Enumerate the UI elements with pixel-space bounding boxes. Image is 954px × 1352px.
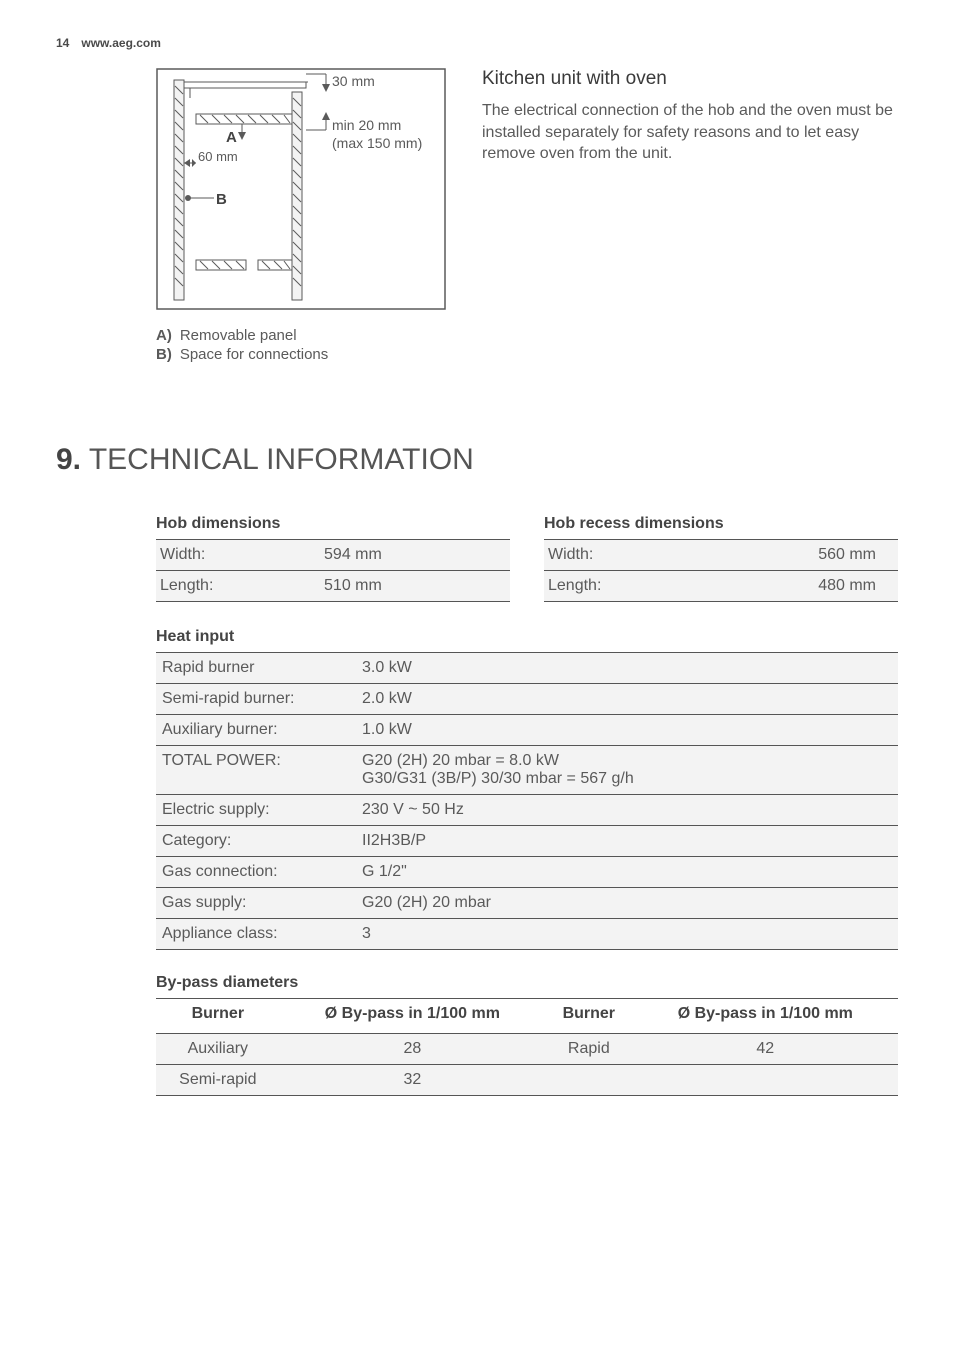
- cell-value: 594 mm: [264, 540, 510, 571]
- dim-60mm: 60 mm: [198, 149, 238, 164]
- chapter-number: 9.: [56, 443, 81, 476]
- cell-value: 1.0 kW: [356, 715, 898, 746]
- kitchen-unit-heading: Kitchen unit with oven: [482, 68, 898, 90]
- cell-value: 3.0 kW: [356, 653, 898, 684]
- col-header: Burner: [545, 999, 633, 1034]
- cell-label: Rapid burner: [156, 653, 356, 684]
- legend-text: Space for connections: [180, 346, 328, 363]
- bypass-title: By-pass diameters: [156, 974, 898, 992]
- site-url: www.aeg.com: [81, 36, 161, 50]
- legend-text: Removable panel: [180, 327, 297, 344]
- chapter-title: TECHNICAL INFORMATION: [89, 443, 474, 476]
- page-number: 14: [56, 36, 69, 50]
- heat-input-table: Rapid burner3.0 kW Semi-rapid burner:2.0…: [156, 652, 898, 950]
- cell: Rapid: [545, 1034, 633, 1065]
- table-row: Width: 560 mm: [544, 540, 898, 571]
- cell-label: Electric supply:: [156, 795, 356, 826]
- cell-label: Auxiliary burner:: [156, 715, 356, 746]
- legend-key: A): [156, 327, 172, 344]
- cell-label: Length:: [156, 571, 264, 602]
- table-header-row: Burner Ø By-pass in 1/100 mm Burner Ø By…: [156, 999, 898, 1034]
- dim-min20: min 20 mm: [332, 117, 401, 133]
- legend-key: B): [156, 346, 172, 363]
- cell: 42: [633, 1034, 898, 1065]
- table-row: Electric supply:230 V ~ 50 Hz: [156, 795, 898, 826]
- cell-label: Semi-rapid burner:: [156, 684, 356, 715]
- hob-recess-title: Hob recess dimensions: [544, 515, 898, 533]
- heat-input-block: Heat input Rapid burner3.0 kW Semi-rapid…: [56, 628, 898, 950]
- cell-value: 480 mm: [694, 571, 898, 602]
- cell-value: G20 (2H) 20 mbar: [356, 888, 898, 919]
- table-row: Semi-rapid burner:2.0 kW: [156, 684, 898, 715]
- cell-value: G20 (2H) 20 mbar = 8.0 kW G30/G31 (3B/P)…: [356, 746, 898, 795]
- cell-label: Length:: [544, 571, 694, 602]
- cell: Semi-rapid: [156, 1065, 280, 1096]
- col-header: Ø By-pass in 1/100 mm: [633, 999, 898, 1034]
- legend-row: A) Removable panel: [156, 327, 446, 344]
- table-row: Length: 480 mm: [544, 571, 898, 602]
- table-row: Appliance class:3: [156, 919, 898, 950]
- installation-diagram: A B 60 mm 30 mm min 20 mm (max 150 mm): [156, 68, 446, 310]
- cell-value: 560 mm: [694, 540, 898, 571]
- cell: 28: [280, 1034, 545, 1065]
- diagram-container: A B 60 mm 30 mm min 20 mm (max 150 mm): [56, 68, 446, 315]
- hob-dimensions-title: Hob dimensions: [156, 515, 510, 533]
- table-row: Auxiliary burner:1.0 kW: [156, 715, 898, 746]
- cell-value: 3: [356, 919, 898, 950]
- diagram-label-b: B: [216, 191, 227, 208]
- cell-value: 510 mm: [264, 571, 510, 602]
- table-row: Gas supply:G20 (2H) 20 mbar: [156, 888, 898, 919]
- hob-recess-block: Hob recess dimensions Width: 560 mm Leng…: [544, 515, 898, 602]
- heat-input-title: Heat input: [156, 628, 898, 646]
- page-header: 14 www.aeg.com: [56, 36, 898, 50]
- hob-dimensions-table: Width: 594 mm Length: 510 mm: [156, 539, 510, 602]
- cell: [633, 1065, 898, 1096]
- top-two-column: A B 60 mm 30 mm min 20 mm (max 150 mm) A…: [56, 68, 898, 365]
- cell-label: Gas connection:: [156, 857, 356, 888]
- cell-value: 2.0 kW: [356, 684, 898, 715]
- cell-value: 230 V ~ 50 Hz: [356, 795, 898, 826]
- table-row: Semi-rapid 32: [156, 1065, 898, 1096]
- dim-max150: (max 150 mm): [332, 135, 422, 151]
- col-header: Burner: [156, 999, 280, 1034]
- cell: 32: [280, 1065, 545, 1096]
- bypass-table: Burner Ø By-pass in 1/100 mm Burner Ø By…: [156, 998, 898, 1096]
- hob-dimensions-block: Hob dimensions Width: 594 mm Length: 510…: [156, 515, 510, 602]
- cell: [545, 1065, 633, 1096]
- left-column: A B 60 mm 30 mm min 20 mm (max 150 mm) A…: [56, 68, 446, 365]
- kitchen-unit-body: The electrical connection of the hob and…: [482, 100, 898, 165]
- chapter-heading: 9. TECHNICAL INFORMATION: [56, 443, 898, 477]
- table-row: Length: 510 mm: [156, 571, 510, 602]
- table-row: Width: 594 mm: [156, 540, 510, 571]
- cell-value: II2H3B/P: [356, 826, 898, 857]
- cell-label: Gas supply:: [156, 888, 356, 919]
- cell: Auxiliary: [156, 1034, 280, 1065]
- table-row: Gas connection:G 1/2": [156, 857, 898, 888]
- dim-30mm: 30 mm: [332, 73, 375, 89]
- table-row: TOTAL POWER:G20 (2H) 20 mbar = 8.0 kW G3…: [156, 746, 898, 795]
- table-row: Category:II2H3B/P: [156, 826, 898, 857]
- diagram-label-a: A: [226, 129, 237, 146]
- bypass-block: By-pass diameters Burner Ø By-pass in 1/…: [56, 974, 898, 1096]
- cell-label: TOTAL POWER:: [156, 746, 356, 795]
- table-row: Auxiliary 28 Rapid 42: [156, 1034, 898, 1065]
- dimension-tables-row: Hob dimensions Width: 594 mm Length: 510…: [56, 515, 898, 602]
- cell-label: Appliance class:: [156, 919, 356, 950]
- cell-value: G 1/2": [356, 857, 898, 888]
- cell-label: Width:: [544, 540, 694, 571]
- legend-row: B) Space for connections: [156, 346, 446, 363]
- cell-label: Width:: [156, 540, 264, 571]
- hob-recess-table: Width: 560 mm Length: 480 mm: [544, 539, 898, 602]
- diagram-legend: A) Removable panel B) Space for connecti…: [56, 327, 446, 363]
- right-column: Kitchen unit with oven The electrical co…: [482, 68, 898, 165]
- cell-label: Category:: [156, 826, 356, 857]
- table-row: Rapid burner3.0 kW: [156, 653, 898, 684]
- col-header: Ø By-pass in 1/100 mm: [280, 999, 545, 1034]
